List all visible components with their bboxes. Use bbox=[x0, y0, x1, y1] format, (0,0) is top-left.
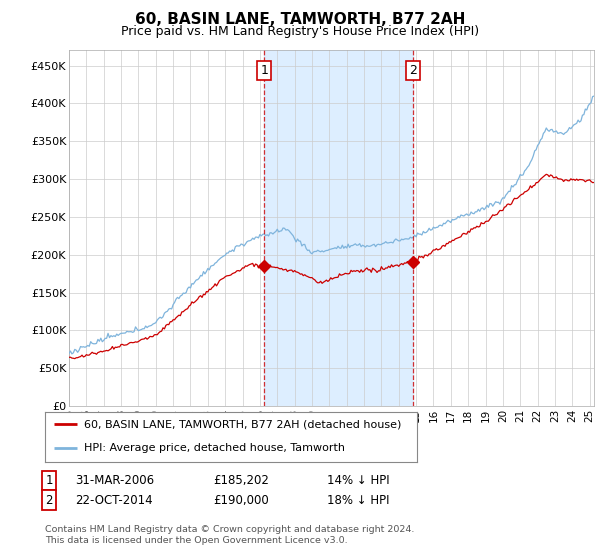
Text: £190,000: £190,000 bbox=[213, 493, 269, 507]
Text: 60, BASIN LANE, TAMWORTH, B77 2AH (detached house): 60, BASIN LANE, TAMWORTH, B77 2AH (detac… bbox=[84, 419, 401, 429]
Text: 1: 1 bbox=[46, 474, 53, 487]
Text: Price paid vs. HM Land Registry's House Price Index (HPI): Price paid vs. HM Land Registry's House … bbox=[121, 25, 479, 38]
Text: 60, BASIN LANE, TAMWORTH, B77 2AH: 60, BASIN LANE, TAMWORTH, B77 2AH bbox=[135, 12, 465, 27]
Text: 14% ↓ HPI: 14% ↓ HPI bbox=[327, 474, 389, 487]
Text: 1: 1 bbox=[260, 64, 268, 77]
Text: 18% ↓ HPI: 18% ↓ HPI bbox=[327, 493, 389, 507]
Text: £185,202: £185,202 bbox=[213, 474, 269, 487]
Text: 22-OCT-2014: 22-OCT-2014 bbox=[75, 493, 152, 507]
Text: HPI: Average price, detached house, Tamworth: HPI: Average price, detached house, Tamw… bbox=[84, 443, 345, 453]
Text: 31-MAR-2006: 31-MAR-2006 bbox=[75, 474, 154, 487]
Text: 2: 2 bbox=[409, 64, 417, 77]
Bar bbox=[264, 50, 413, 406]
Text: Contains HM Land Registry data © Crown copyright and database right 2024.
This d: Contains HM Land Registry data © Crown c… bbox=[45, 525, 415, 545]
Text: 2: 2 bbox=[46, 493, 53, 507]
